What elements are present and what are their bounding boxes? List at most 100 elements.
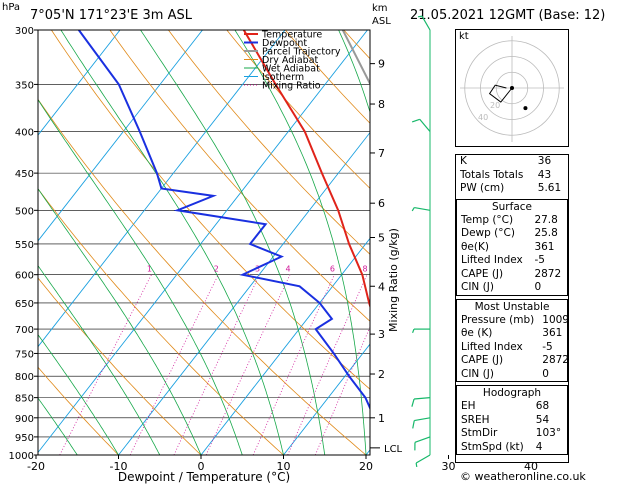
datetime-title: 21.05.2021 12GMT (Base: 12)	[410, 8, 606, 23]
hodo-row: StmSpd (kt) 4	[457, 441, 567, 455]
surface-value: 361	[534, 240, 555, 253]
km-tick-label: 9	[378, 58, 385, 71]
surface-label: CAPE (J)	[461, 267, 504, 280]
dry-adiabat	[38, 366, 119, 455]
temp-tick-label: 10	[277, 460, 291, 473]
dry-adiabat	[51, 30, 370, 390]
mixing-ratio-line	[205, 274, 291, 455]
legend-item: Temperature	[261, 30, 322, 41]
wet-adiabat	[38, 98, 243, 455]
mu-label: θe (K)	[461, 327, 493, 339]
hodo-value: 54	[535, 413, 550, 426]
wind-barb-flag	[412, 420, 415, 429]
pressure-tick-label: 600	[15, 271, 34, 282]
hodograph-box: kt 20 40	[455, 29, 569, 147]
isotherm	[38, 30, 203, 242]
isotherm	[118, 131, 370, 455]
isotherm	[38, 30, 368, 454]
pressure-tick-label: 950	[15, 433, 34, 444]
temperature-line	[242, 30, 370, 309]
hodo-row: StmDir 103°	[457, 427, 567, 441]
indices-table: K 36 Totals Totals 43 PW (cm) 5.61	[456, 155, 568, 196]
km-tick-label: 8	[378, 98, 385, 111]
hodograph-title: Hodograph	[482, 387, 542, 399]
isotherm	[614, 30, 629, 455]
index-value: 36	[537, 155, 552, 167]
mu-row: θe (K) 361	[457, 327, 573, 341]
wet-adiabat	[234, 30, 367, 455]
legend-item: Dewpoint	[262, 38, 307, 49]
pressure-tick-label: 450	[15, 169, 34, 180]
wind-barb	[419, 118, 431, 132]
hodograph-ring-label: 20	[490, 101, 500, 110]
dry-adiabat	[38, 98, 367, 455]
temp-tick-label: -20	[27, 460, 45, 473]
wind-barb-flag	[412, 328, 415, 334]
wet-adiabat	[60, 30, 284, 455]
km-tick-label: 1	[378, 412, 385, 425]
index-label: Totals Totals	[460, 168, 524, 181]
surface-row: CIN (J) 0	[457, 281, 567, 295]
hodo-label: EH	[461, 400, 476, 412]
wind-barb-flag	[411, 398, 415, 407]
pressure-tick-label: 800	[15, 372, 34, 383]
dry-adiabat	[578, 30, 629, 455]
mu-label: CIN (J)	[461, 367, 494, 380]
hodograph-trace	[488, 84, 513, 103]
wind-barb	[414, 206, 431, 211]
mixing-ratio-label: 2	[214, 265, 219, 274]
surface-label: Lifted Index	[461, 254, 523, 266]
surface-row: θe(K) 361	[457, 241, 567, 255]
pressure-tick-label: 500	[15, 206, 34, 217]
index-row: K 36	[456, 155, 568, 169]
x-axis-label: Dewpoint / Temperature (°C)	[118, 470, 290, 484]
surface-value: 2872	[534, 267, 562, 280]
wet-adiabat	[38, 188, 202, 455]
mixing-ratio-label: 16	[442, 265, 452, 274]
hodo-label: SREH	[461, 413, 490, 426]
plot-frame	[37, 29, 371, 456]
km-tick-label: 6	[378, 197, 385, 210]
pressure-tick-label: 550	[15, 240, 34, 251]
mixing-ratio-label: 8	[362, 265, 367, 274]
dry-adiabat	[168, 30, 370, 255]
wet-adiabat	[38, 333, 119, 455]
km-tick-label: 3	[378, 328, 385, 341]
legend-item: Wet Adiabat	[262, 64, 320, 75]
surface-section: Surface Temp (°C) 27.8 Dewp (°C) 25.8 θe(K…	[456, 198, 568, 296]
wet-adiabat	[38, 397, 78, 455]
surface-label: θe(K)	[461, 240, 489, 253]
mixing-ratio-line	[129, 274, 219, 455]
wind-barb	[414, 397, 431, 400]
index-label: K	[460, 155, 467, 167]
mu-label: Lifted Index	[461, 340, 523, 353]
km-label: km	[372, 3, 388, 14]
temp-tick-label: -10	[110, 460, 128, 473]
mixing-ratio-line	[59, 274, 152, 455]
index-label: PW (cm)	[460, 182, 505, 194]
wind-barb	[415, 454, 431, 464]
dry-adiabat	[109, 30, 370, 322]
dry-adiabat	[226, 30, 370, 189]
hodograph-section: Hodograph EH 68 SREH 54 StmDir 103° StmSpd …	[456, 385, 568, 455]
wet-adiabat	[438, 30, 457, 455]
hodo-label: StmSpd (kt)	[461, 440, 524, 453]
most-unstable-title: Most Unstable	[474, 300, 550, 313]
mu-row: Pressure (mb) 1009	[457, 314, 573, 328]
wet-adiabat	[38, 265, 161, 455]
mu-value: 2872	[542, 354, 569, 366]
wind-barb-flag	[415, 462, 418, 468]
hodo-row: EH 68	[457, 400, 567, 414]
hodo-value: 68	[535, 400, 550, 412]
asl-label: ASL	[372, 16, 391, 27]
credit: © weatheronline.co.uk	[460, 470, 586, 483]
dewpoint-line	[77, 30, 370, 411]
mixing-ratio-label: 3	[255, 265, 260, 274]
mixing-ratio-axis-label: Mixing Ratio (g/kg)	[387, 228, 400, 332]
wind-barb-flag	[411, 118, 420, 123]
surface-row: Lifted Index -5	[457, 254, 567, 268]
temp-tick-label: 20	[359, 460, 373, 473]
surface-row: Temp (°C) 27.8	[457, 214, 567, 228]
mu-label: Pressure (mb)	[461, 313, 535, 326]
mu-value: 1009	[542, 313, 569, 326]
